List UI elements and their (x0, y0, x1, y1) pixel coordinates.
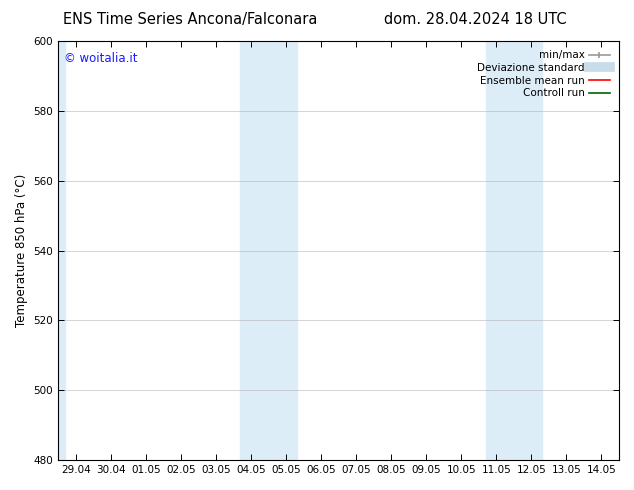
Text: ENS Time Series Ancona/Falconara: ENS Time Series Ancona/Falconara (63, 12, 318, 27)
Text: © woitalia.it: © woitalia.it (64, 51, 138, 65)
Text: dom. 28.04.2024 18 UTC: dom. 28.04.2024 18 UTC (384, 12, 567, 27)
Y-axis label: Temperature 850 hPa (°C): Temperature 850 hPa (°C) (15, 174, 28, 327)
Bar (486, 41, 542, 460)
Bar (58, 41, 65, 460)
Bar (240, 41, 297, 460)
Legend: min/max, Deviazione standard, Ensemble mean run, Controll run: min/max, Deviazione standard, Ensemble m… (473, 46, 614, 102)
